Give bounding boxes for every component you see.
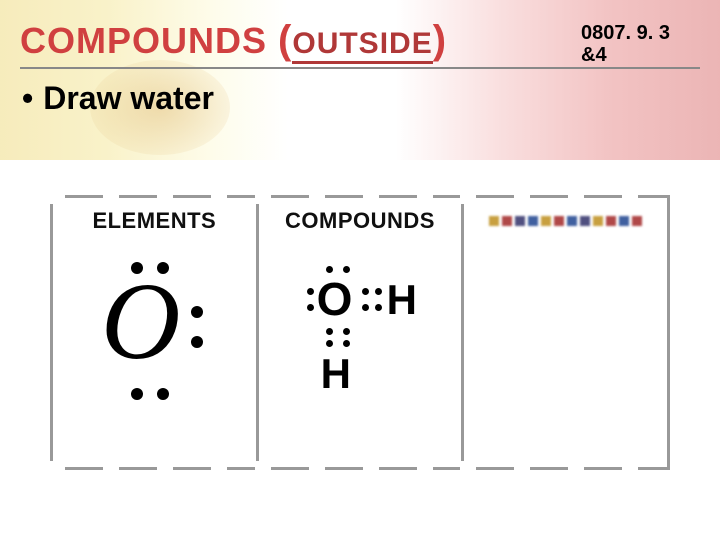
blur-segment: [567, 216, 577, 226]
electron-dot: [191, 336, 203, 348]
blur-segment: [515, 216, 525, 226]
electron-dot: [343, 340, 350, 347]
electron-dot: [131, 388, 143, 400]
slide-code: 0807. 9. 3 &4: [581, 22, 670, 66]
electron-dot: [131, 262, 143, 274]
panel-third: [461, 195, 670, 470]
panel-elements-header: ELEMENTS: [53, 198, 256, 240]
blur-segment: [528, 216, 538, 226]
water-hydrogen-1: H: [387, 276, 417, 324]
bullet-marker: •: [22, 80, 33, 117]
panel-compounds-header: COMPOUNDS: [259, 198, 462, 240]
electron-dot: [343, 328, 350, 335]
blur-segment: [502, 216, 512, 226]
electron-dot: [362, 304, 369, 311]
electron-dot: [307, 304, 314, 311]
code-line1: 0807. 9. 3: [581, 22, 670, 44]
oxygen-symbol: O: [101, 258, 180, 385]
water-hydrogen-2: H: [321, 350, 351, 398]
bullet-text: Draw water: [43, 80, 214, 116]
blur-segment: [489, 216, 499, 226]
water-oxygen: O: [317, 272, 353, 326]
electron-dot: [191, 306, 203, 318]
paren-close: ): [433, 18, 447, 62]
blur-segment: [632, 216, 642, 226]
blur-segment: [580, 216, 590, 226]
lewis-water: O H H: [259, 240, 462, 440]
electron-dot: [343, 266, 350, 273]
electron-dot: [307, 288, 314, 295]
electron-dot: [157, 262, 169, 274]
bullet-item: • Draw water: [22, 80, 214, 117]
title-main: COMPOUNDS: [20, 20, 267, 61]
electron-dot: [375, 288, 382, 295]
electron-dot: [362, 288, 369, 295]
panel-container: ELEMENTS O COMPOUNDS O H H: [50, 195, 670, 470]
electron-dot: [375, 304, 382, 311]
electron-dot: [326, 340, 333, 347]
panel-compounds: COMPOUNDS O H H: [256, 195, 462, 470]
lewis-oxygen: O: [53, 240, 256, 440]
blur-segment: [606, 216, 616, 226]
electron-dot: [326, 328, 333, 335]
electron-dot: [326, 266, 333, 273]
blur-segment: [541, 216, 551, 226]
blur-segment: [554, 216, 564, 226]
paren-open: (: [278, 18, 292, 62]
blur-segment: [619, 216, 629, 226]
code-line2: &4: [581, 44, 670, 66]
electron-dot: [157, 388, 169, 400]
blur-segment: [593, 216, 603, 226]
header-bar: COMPOUNDS (OUTSIDE) 0807. 9. 3 &4: [20, 18, 700, 69]
title-sub: OUTSIDE: [292, 27, 432, 64]
panel-elements: ELEMENTS O: [50, 195, 256, 470]
